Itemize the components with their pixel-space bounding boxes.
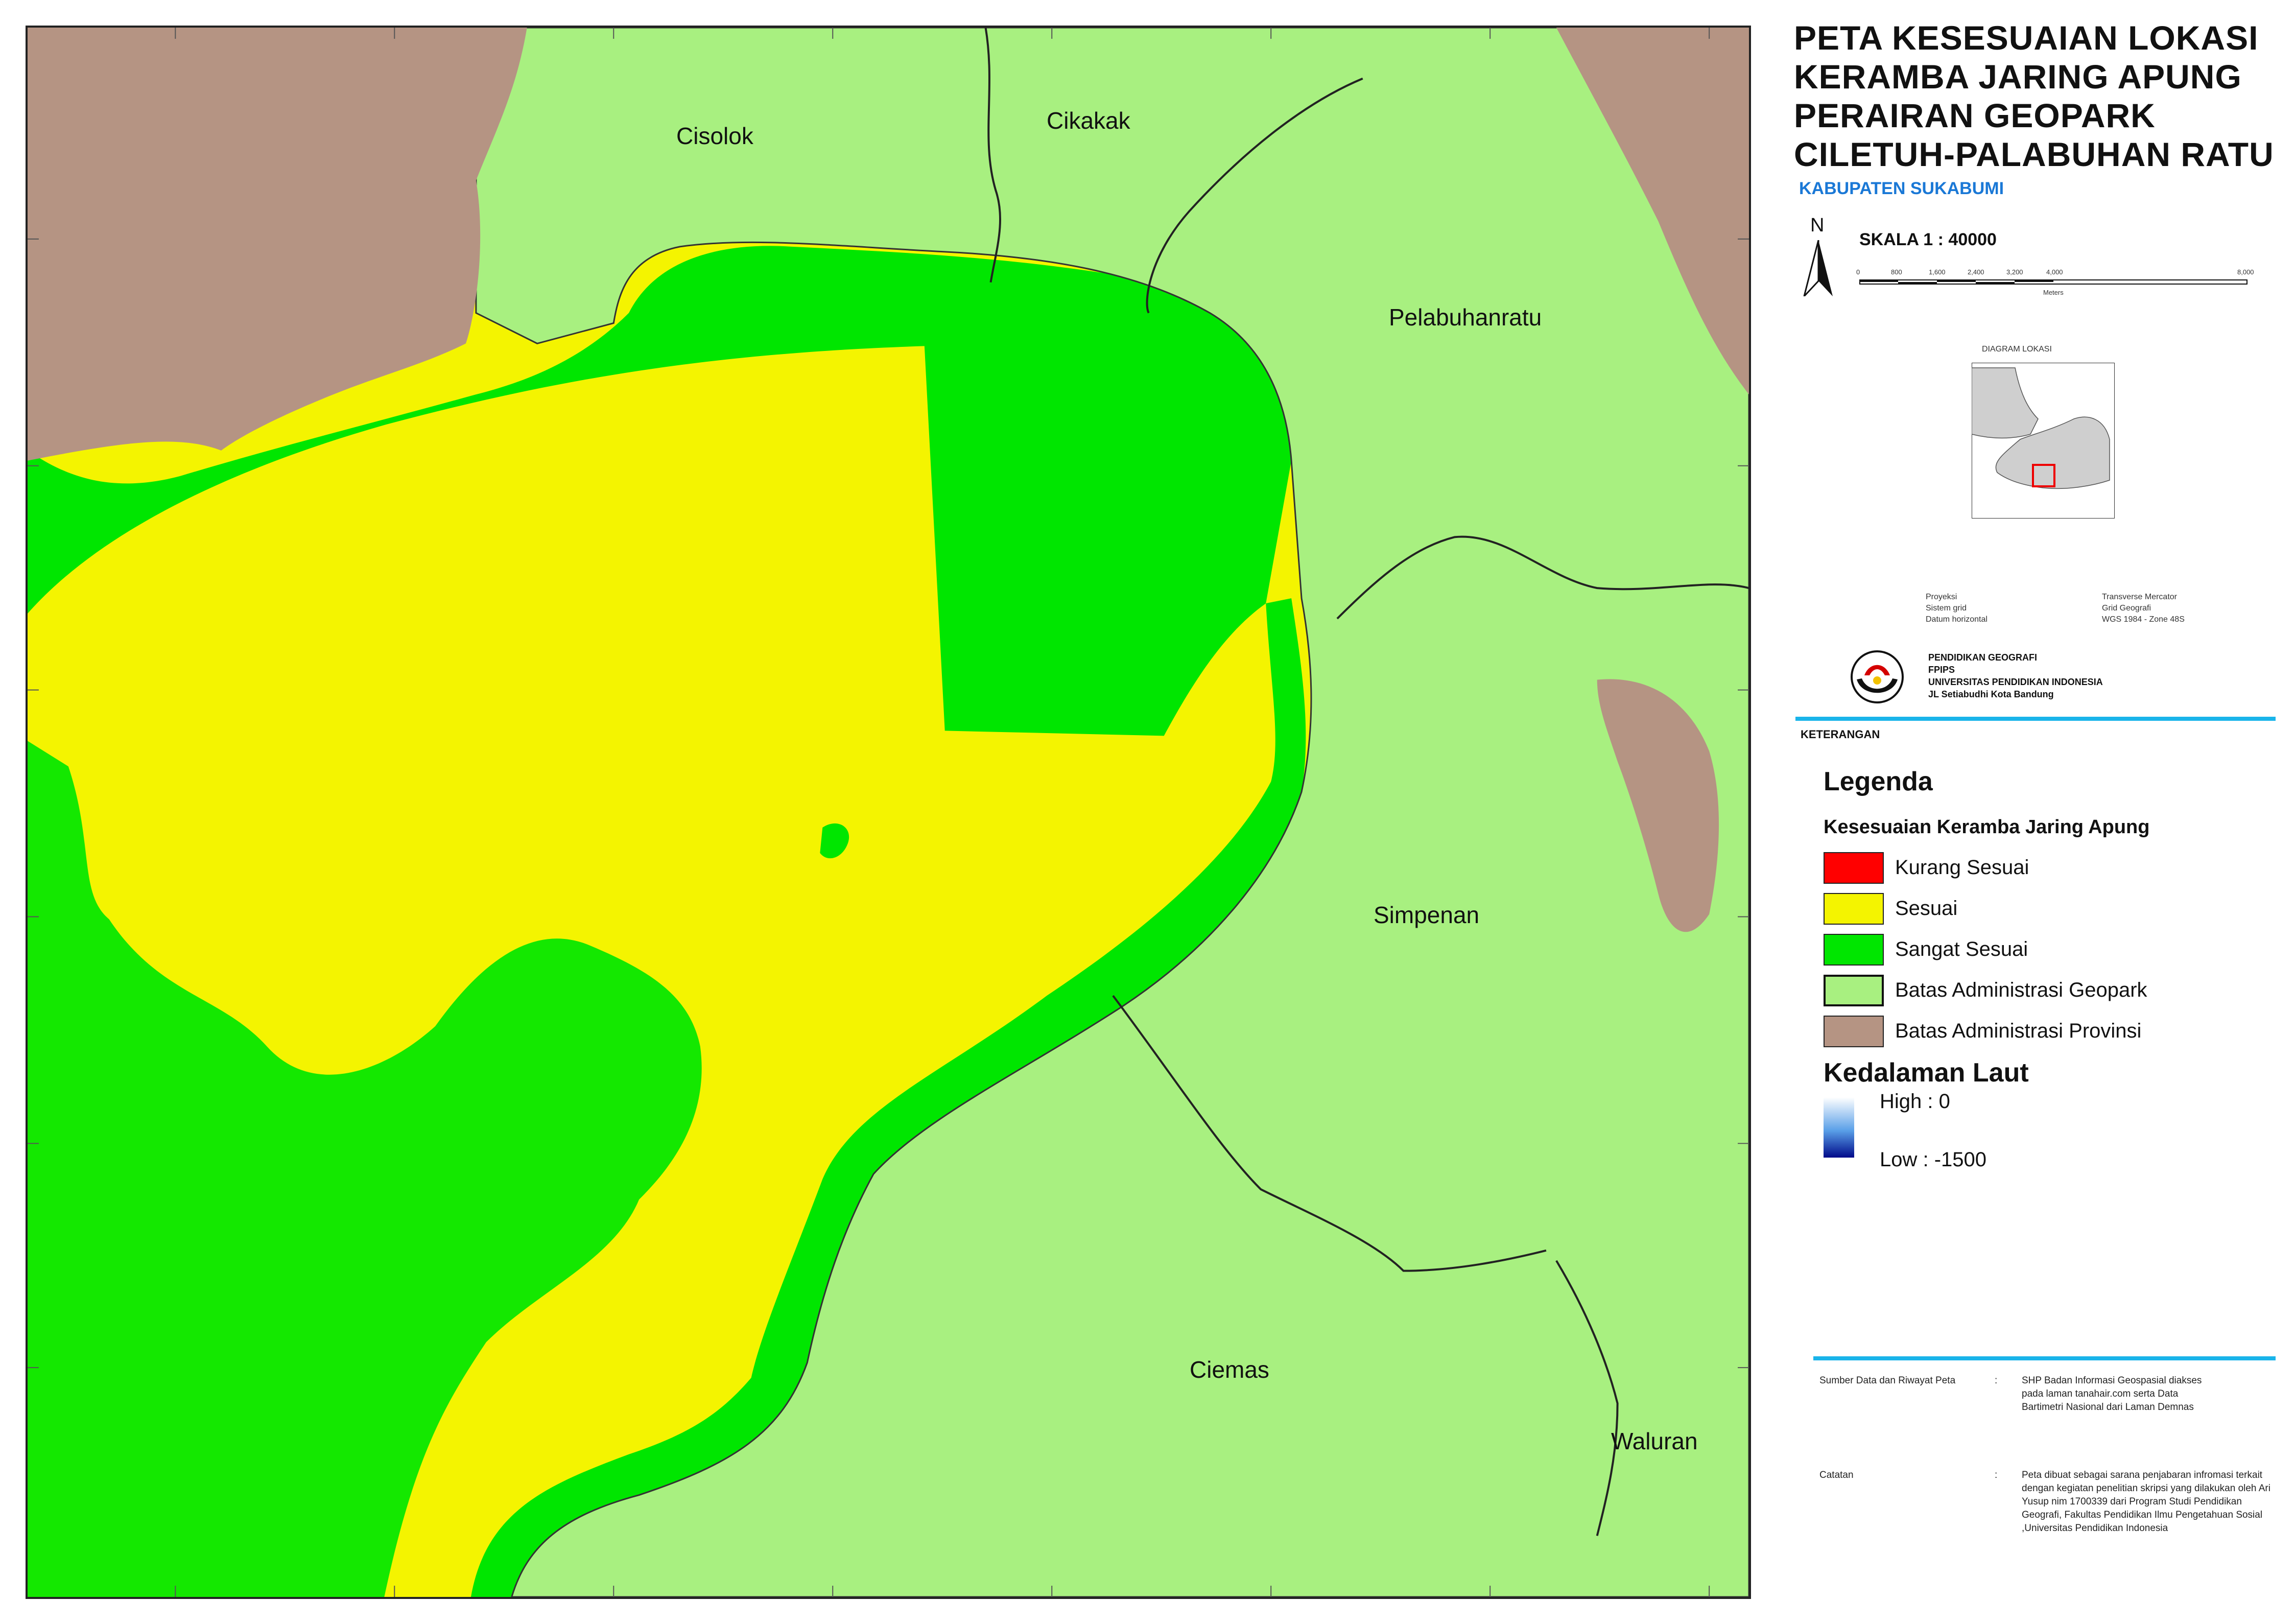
place-label-ciemas: Ciemas [1190,1356,1269,1383]
graticule-ticks [28,28,1749,1597]
place-label-cisolok: Cisolok [676,123,753,149]
institution-line-2: FPIPS [1928,665,1955,675]
legend-swatch-sesuai [1824,893,1884,925]
scale-unit: Meters [2043,289,2064,296]
location-diagram-title: DIAGRAM LOKASI [1982,345,2052,354]
projection-key-3: Datum horizontal [1926,615,1988,624]
legend-swatch-kurang-sesuai [1824,852,1884,884]
institution-line-4: JL Setiabudhi Kota Bandung [1928,689,2054,699]
notes-label: Catatan [1819,1470,1854,1480]
depth-low-label: Low : -1500 [1880,1148,1987,1171]
legend-swatch-sangat-sesuai [1824,934,1884,966]
sangat-sesuai-small-patch [820,823,849,859]
district-boundaries [984,28,1749,1536]
sangat-sesuai-southwest-patch [28,741,702,1597]
notes-separator: : [1995,1470,1998,1480]
notes-text: Peta dibuat sebagai sarana penjabaran in… [2022,1470,2270,1534]
map-title-line-1: PETA KESESUAIAN LOKASI [1794,19,2259,57]
legend-swatch-geopark [1824,975,1884,1006]
divider-source [1813,1356,2276,1360]
legend-label-geopark: Batas Administrasi Geopark [1895,979,2147,1001]
university-logo-icon [1851,650,1904,703]
source-label: Sumber Data dan Riwayat Peta [1819,1375,1956,1386]
scale-tick-0: 0 [1856,268,1860,276]
institution-line-1: PENDIDIKAN GEOGRAFI [1928,652,2038,663]
north-arrow-label: N [1810,215,1825,236]
legend-label-kurang-sesuai: Kurang Sesuai [1895,856,2029,879]
map-side-panel: PETA KESESUAIAN LOKASI KERAMBA JARING AP… [1772,0,2283,1624]
sangat-sesuai-north-band [28,246,1292,736]
depth-gradient-ramp [1824,1097,1854,1158]
place-label-waluran: Waluran [1611,1428,1698,1454]
map-frame[interactable]: Cisolok Cikakak Pelabuhanratu Simpenan C… [26,26,1751,1599]
institution-line-3: UNIVERSITAS PENDIDIKAN INDONESIA [1928,677,2103,687]
divider-keterangan [1795,717,2276,721]
projection-value-3: WGS 1984 - Zone 48S [2102,615,2185,624]
location-diagram-map [1971,362,2115,519]
map-subtitle: KABUPATEN SUKABUMI [1799,179,2004,198]
legend-label-sangat-sesuai: Sangat Sesuai [1895,938,2028,960]
land-province-east-top [1556,28,1749,395]
legend-swatch-provinsi [1824,1016,1884,1047]
projection-key-2: Sistem grid [1926,604,1967,613]
projection-value-1: Transverse Mercator [2102,593,2177,601]
north-arrow-icon [1803,240,1833,296]
map-title-line-3: PERAIRAN GEOPARK [1794,97,2156,134]
depth-high-label: High : 0 [1880,1090,1950,1113]
legend-label-provinsi: Batas Administrasi Provinsi [1895,1020,2142,1042]
scale-tick-4000: 4,000 [2046,268,2063,276]
scale-tick-3200: 3,200 [2006,268,2023,276]
source-text: SHP Badan Informasi Geospasial diakses p… [2022,1375,2202,1413]
place-label-simpenan: Simpenan [1374,902,1480,928]
keterangan-heading: KETERANGAN [1801,728,1880,741]
depth-title: Kedalaman Laut [1824,1058,2029,1088]
land-province-west [28,28,527,461]
scale-tick-2400: 2,400 [1968,268,1984,276]
institution-block: PENDIDIKAN GEOGRAFI FPIPS UNIVERSITAS PE… [1928,651,2103,700]
map-canvas[interactable] [28,28,1749,1597]
projection-key-1: Proyeksi [1926,593,1957,601]
location-diagram[interactable] [1971,362,2115,519]
scale-tick-800: 800 [1891,268,1902,276]
map-title-line-4: CILETUH-PALABUHAN RATU [1794,135,2274,173]
legend-title: Legenda [1824,767,1933,796]
scale-label: SKALA 1 : 40000 [1859,230,1997,249]
legend-label-sesuai: Sesuai [1895,897,1958,920]
source-separator: : [1995,1375,1998,1386]
place-label-cikakak: Cikakak [1047,107,1130,134]
place-label-pelabuhanratu: Pelabuhanratu [1389,304,1542,331]
sangat-sesuai-east-band [470,598,1306,1597]
scale-tick-8000: 8,000 [2237,268,2254,276]
land-province-east-mid [1597,679,1719,932]
north-arrow: N [1803,215,1834,301]
scale-tick-1600: 1,600 [1929,268,1946,276]
map-title-line-2: KERAMBA JARING APUNG [1794,58,2242,96]
projection-value-2: Grid Geografi [2102,604,2151,613]
scale-bar: 0 800 1,600 2,400 3,200 4,000 8,000 Mete… [1856,268,2254,299]
legend-group-title: Kesesuaian Keramba Jaring Apung [1824,816,2150,838]
land-geopark [475,28,1749,1597]
